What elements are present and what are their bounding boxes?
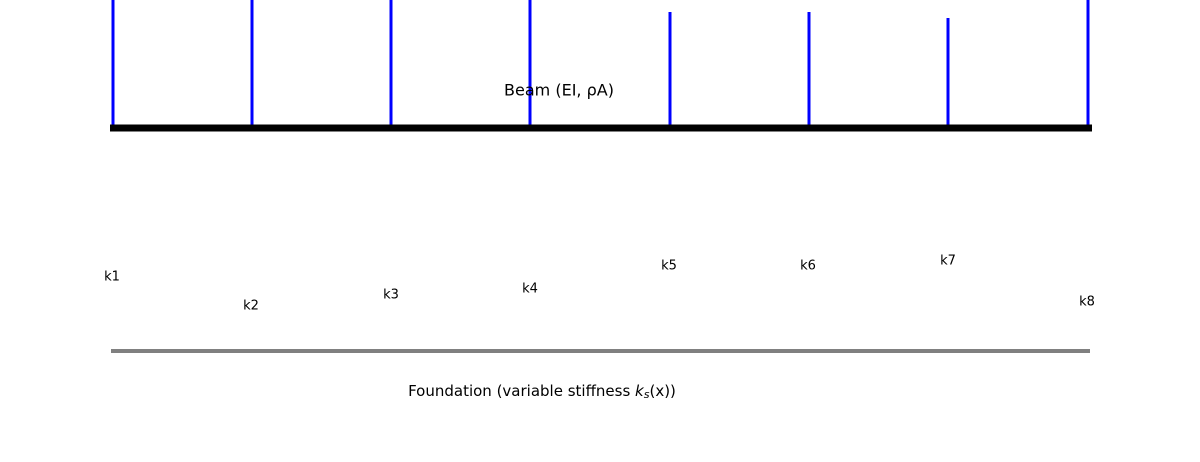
spring-label: k2 — [243, 299, 259, 314]
beam-label: Beam (EI, ρA) — [504, 81, 614, 100]
springs — [111, 0, 1090, 128]
foundation-label-text: Foundation (variable stiffness — [408, 382, 635, 400]
foundation-label-symbol: k — [635, 382, 645, 400]
spring-labels: k1 k2 k3 k4 k5 k6 k7 k8 — [104, 254, 1095, 314]
spring-label: k7 — [940, 254, 956, 269]
foundation-label-subscript: s — [644, 388, 650, 401]
spring-label: k6 — [800, 259, 816, 274]
spring-label: k5 — [661, 259, 677, 274]
spring-label: k1 — [104, 270, 120, 285]
spring-label: k3 — [383, 288, 399, 303]
spring-label: k8 — [1079, 295, 1095, 310]
spring-label: k4 — [522, 282, 538, 297]
foundation-label: Foundation (variable stiffness ks(x)) — [408, 382, 676, 402]
foundation-label-text: (x)) — [649, 382, 675, 400]
